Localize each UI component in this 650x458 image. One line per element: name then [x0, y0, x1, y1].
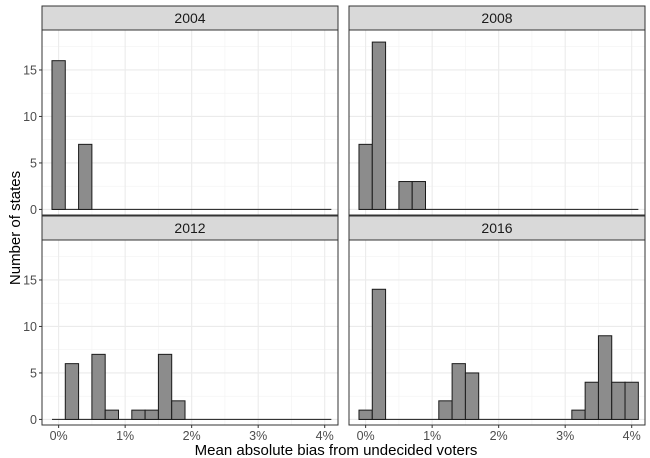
histogram-bar — [411, 181, 426, 210]
x-axis-title: Mean absolute bias from undecided voters — [195, 442, 478, 458]
y-tick-label: 10 — [23, 110, 37, 124]
histogram-bar — [371, 288, 387, 420]
histogram-bar — [51, 60, 66, 210]
facet-title: 2012 — [174, 220, 205, 236]
histogram-bar — [584, 381, 599, 420]
x-tick-label: 1% — [116, 429, 134, 443]
x-tick-label: 0% — [357, 429, 375, 443]
panel-border — [348, 239, 646, 426]
facet-title: 2008 — [481, 10, 512, 26]
x-tick-label: 1% — [423, 429, 441, 443]
facet-strip — [348, 215, 646, 241]
x-tick-label: 2% — [183, 429, 201, 443]
histogram-bar — [91, 353, 106, 420]
x-tick-label: 2% — [490, 429, 508, 443]
x-tick-label: 4% — [623, 429, 641, 443]
plot-background — [349, 30, 645, 215]
panel-border — [41, 239, 339, 426]
y-tick-label: 5 — [30, 156, 37, 170]
histogram-bar — [398, 181, 413, 210]
x-tick-label: 4% — [316, 429, 334, 443]
facet-panel-2016: 2016 0% 1% 2% 3% 4% — [348, 215, 646, 443]
histogram-bar — [451, 363, 466, 420]
histogram-bar — [157, 353, 173, 420]
histogram-bar — [624, 381, 639, 420]
histogram-bar — [464, 372, 480, 420]
histogram-bar — [104, 409, 119, 420]
facet-panel-2008: 2008 — [348, 5, 646, 216]
y-axis-title: Number of states — [7, 171, 24, 285]
facet-title: 2016 — [481, 220, 512, 236]
plot-background — [42, 240, 338, 425]
histogram-bar — [371, 41, 387, 210]
y-tick-label: 5 — [30, 366, 37, 380]
histogram-bar — [144, 409, 159, 420]
histogram-bar — [571, 409, 586, 420]
histogram-bar — [131, 409, 146, 420]
histogram-bar — [611, 381, 626, 420]
histogram-bar — [597, 335, 613, 420]
facet-panel-2012: 2012 0 5 10 15 0% 1% 2% 3% 4% — [23, 215, 339, 443]
panel-border — [41, 29, 339, 216]
y-tick-label: 10 — [23, 320, 37, 334]
facet-panel-2004: 2004 0 5 10 15 — [23, 5, 339, 217]
histogram-bar — [438, 400, 453, 420]
y-tick-label: 15 — [23, 273, 37, 287]
facet-strip — [41, 215, 339, 241]
histogram-bar — [64, 363, 80, 420]
x-tick-label: 3% — [249, 429, 267, 443]
x-tick-label: 0% — [50, 429, 68, 443]
panel-border — [348, 29, 646, 216]
facet-strip — [348, 5, 646, 31]
y-tick-label: 15 — [23, 63, 37, 77]
histogram-bar — [171, 400, 186, 420]
facet-title: 2004 — [174, 10, 205, 26]
x-tick-label: 3% — [556, 429, 574, 443]
histogram-bar — [358, 143, 373, 210]
histogram-bar — [358, 409, 373, 420]
y-tick-label: 0 — [30, 203, 37, 217]
histogram-bar — [78, 143, 93, 210]
y-tick-label: 0 — [30, 413, 37, 427]
facet-strip — [41, 5, 339, 31]
